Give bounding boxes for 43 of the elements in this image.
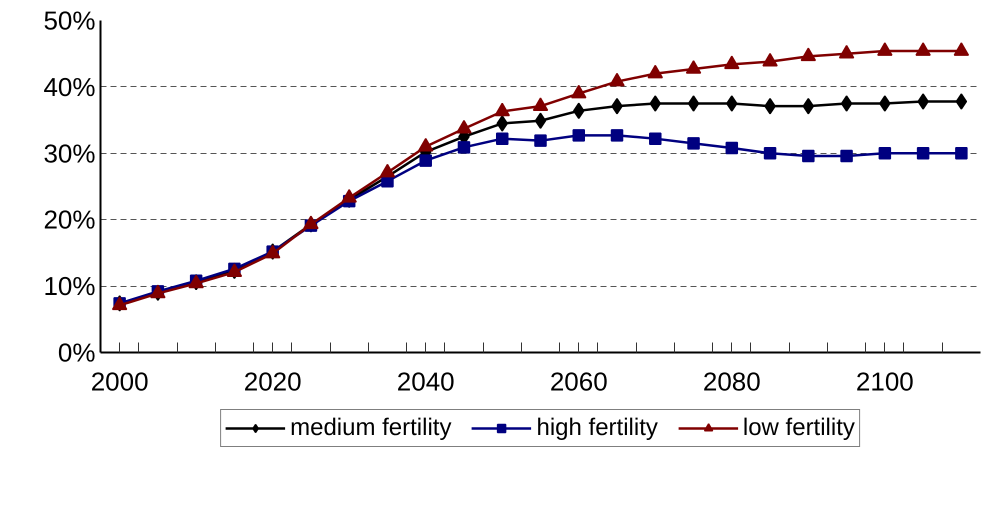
point — [534, 134, 547, 147]
point — [917, 93, 929, 110]
point — [726, 95, 738, 112]
legend-label: medium fertility — [290, 414, 452, 442]
point — [956, 93, 968, 110]
legend-label: high fertility — [536, 414, 658, 442]
x-tick-label: 2060 — [550, 366, 608, 396]
point — [764, 98, 776, 114]
point — [687, 137, 700, 150]
point — [879, 95, 891, 112]
point — [802, 150, 815, 162]
point — [650, 95, 662, 112]
point — [840, 150, 853, 162]
point — [610, 129, 624, 142]
x-tick-label: 2040 — [396, 366, 455, 396]
legend-label: low fertility — [742, 414, 855, 442]
point — [573, 102, 585, 120]
point — [955, 147, 968, 160]
point — [688, 95, 700, 112]
y-tick-label: 20% — [43, 204, 96, 235]
point — [496, 132, 508, 145]
point — [878, 147, 892, 160]
point — [726, 142, 738, 154]
point — [764, 147, 776, 160]
y-tick-label: 50% — [43, 6, 96, 36]
point — [458, 141, 470, 154]
x-tick-label: 2080 — [702, 366, 761, 396]
y-tick-label: 0% — [58, 338, 96, 368]
point — [572, 129, 586, 142]
point — [496, 115, 508, 132]
point — [840, 95, 852, 112]
y-tick-label: 10% — [43, 271, 96, 302]
y-tick-label: 30% — [43, 138, 96, 168]
point — [419, 154, 432, 167]
y-tick-label: 40% — [43, 72, 96, 102]
x-tick-label: 2000 — [90, 366, 149, 396]
point — [611, 98, 623, 114]
x-tick-label: 2100 — [856, 366, 914, 396]
point — [534, 112, 546, 130]
point — [649, 132, 662, 145]
point — [802, 98, 814, 114]
x-tick-label: 2020 — [244, 366, 302, 396]
point — [916, 147, 930, 160]
